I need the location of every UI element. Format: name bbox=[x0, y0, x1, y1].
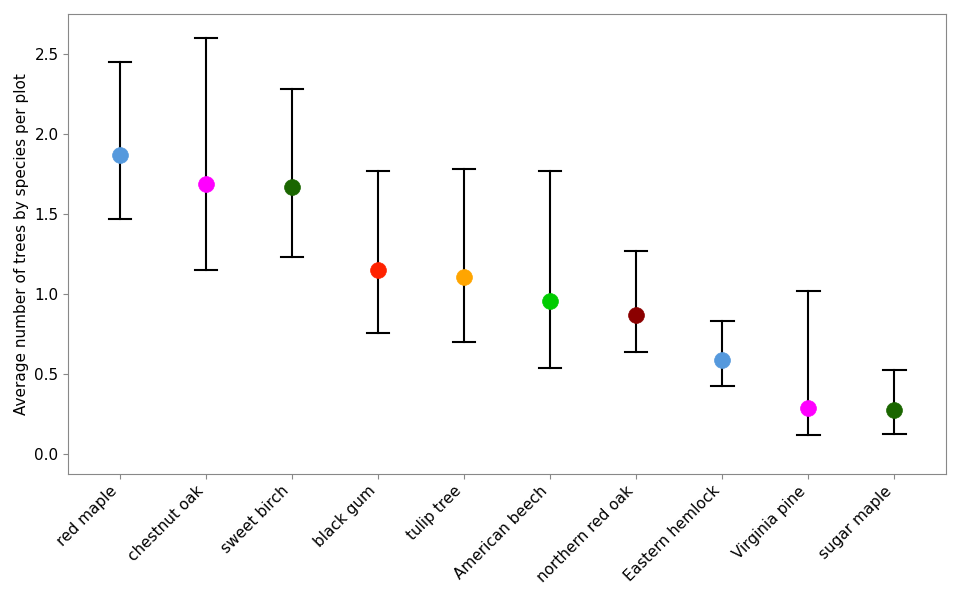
Point bbox=[542, 296, 558, 305]
Point bbox=[457, 272, 472, 282]
Point bbox=[199, 179, 214, 189]
Point bbox=[714, 355, 730, 365]
Point bbox=[801, 403, 816, 413]
Point bbox=[371, 265, 386, 275]
Y-axis label: Average number of trees by species per plot: Average number of trees by species per p… bbox=[13, 73, 29, 415]
Point bbox=[284, 182, 300, 192]
Point bbox=[629, 310, 644, 320]
Point bbox=[887, 405, 902, 415]
Point bbox=[112, 150, 128, 160]
